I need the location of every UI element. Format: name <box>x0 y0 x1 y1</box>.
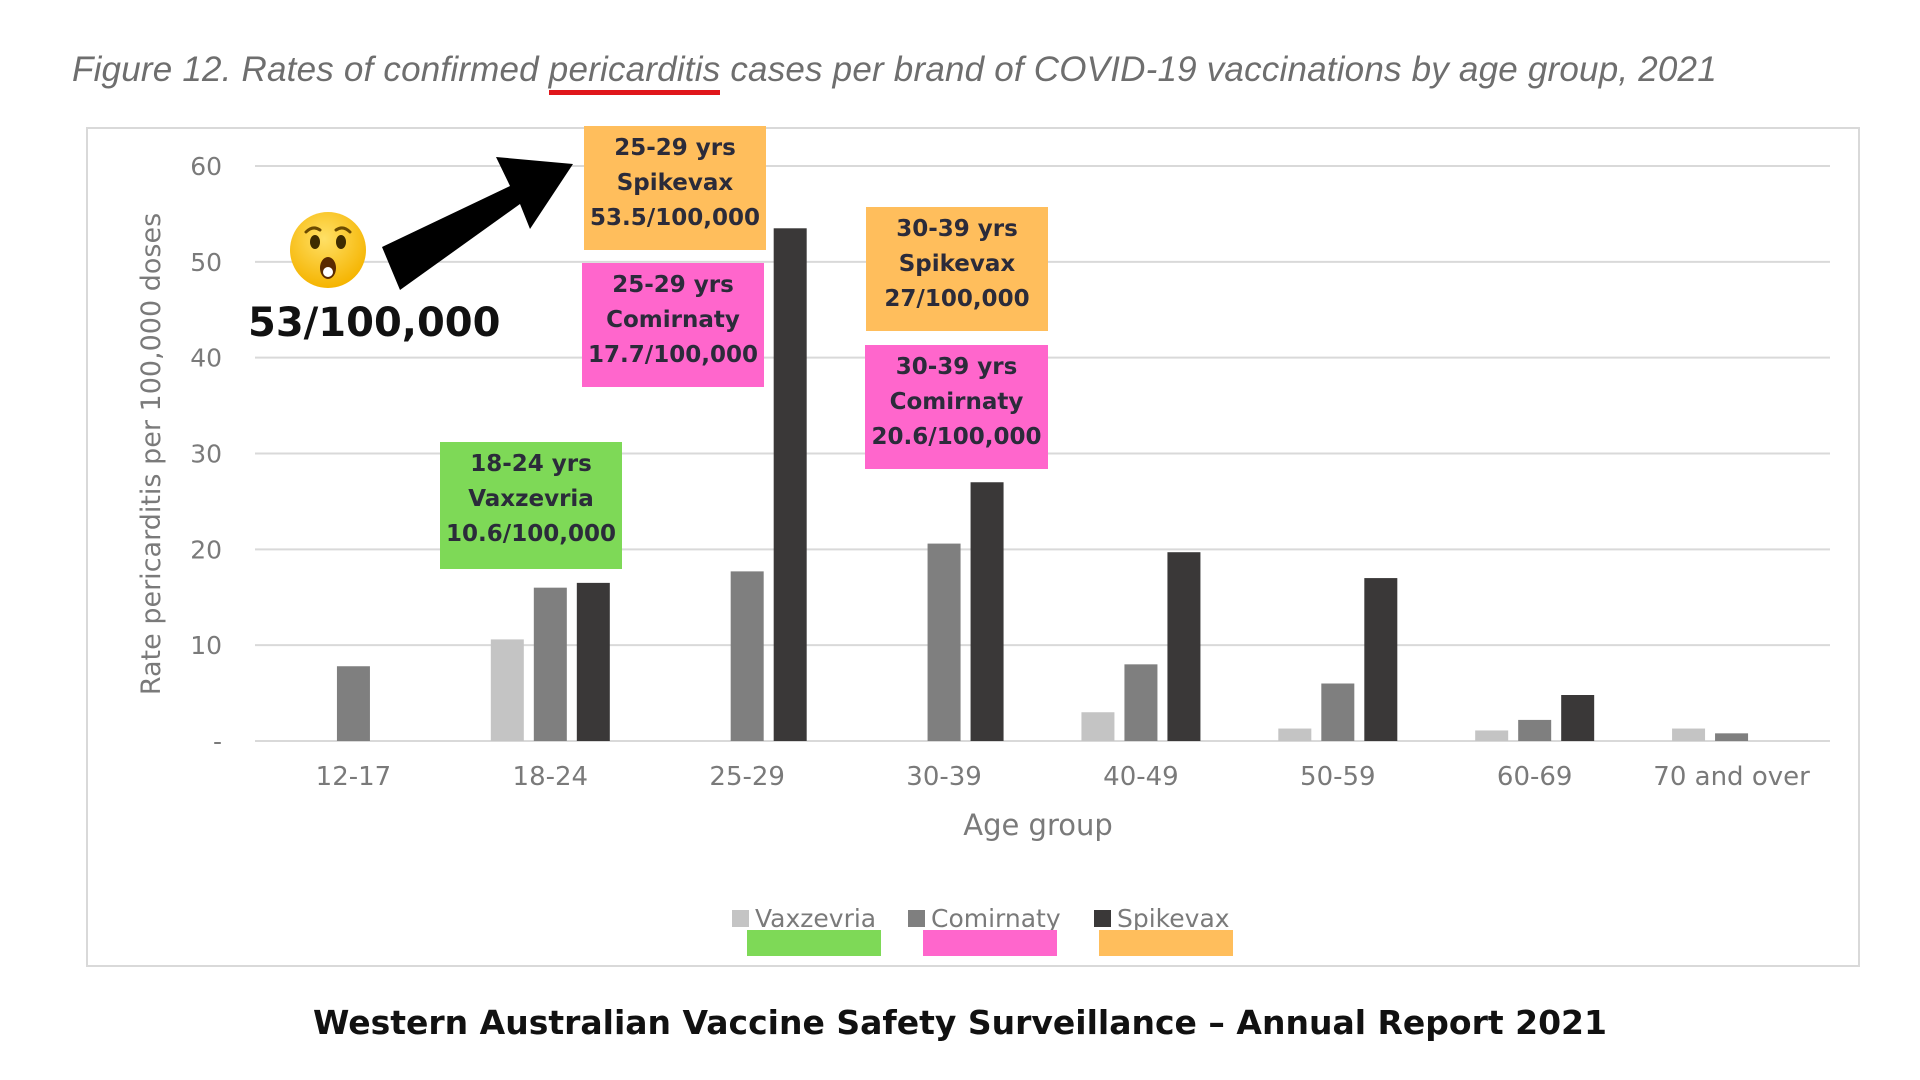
legend-highlight-comirnaty <box>923 930 1057 956</box>
bar-vaxzevria-40-49 <box>1081 712 1115 741</box>
legend: Vaxzevria Comirnaty Spikevax <box>732 904 1230 933</box>
title-highlight-word: pericarditis <box>548 51 721 95</box>
legend-entry-comirnaty: Comirnaty <box>931 904 1061 933</box>
bar-spikevax-18-24 <box>576 582 610 741</box>
annotation-brand: Comirnaty <box>889 389 1024 415</box>
y-tick-label: 20 <box>190 535 222 564</box>
black-arrow-icon <box>382 157 573 290</box>
bar-comirnaty-50-59 <box>1321 683 1355 741</box>
bars <box>336 228 1749 741</box>
annotation-brand: Spikevax <box>898 251 1016 277</box>
report-source: Western Australian Vaccine Safety Survei… <box>313 1003 1607 1042</box>
legend-swatch-spikevax <box>1094 910 1111 927</box>
annotation-vaxzevria-18-24: 18-24 yrs Vaxzevria 10.6/100,000 <box>440 442 622 569</box>
annotation-rate: 53.5/100,000 <box>590 205 760 231</box>
bar-vaxzevria-50-59 <box>1278 728 1312 741</box>
title-prefix: Figure 12. Rates of confirmed <box>72 50 549 89</box>
y-tick-label: 40 <box>190 344 222 373</box>
annotation-age: 25-29 yrs <box>612 272 734 298</box>
bar-comirnaty-70-and-over <box>1715 733 1749 741</box>
bar-comirnaty-18-24 <box>533 587 567 741</box>
bar-spikevax-30-39 <box>970 482 1004 741</box>
annotation-comirnaty-25-29: 25-29 yrs Comirnaty 17.7/100,000 <box>582 263 764 387</box>
x-tick-label: 12-17 <box>316 762 392 792</box>
bar-comirnaty-60-69 <box>1518 719 1552 741</box>
annotation-age: 18-24 yrs <box>470 451 592 477</box>
y-tick-label: 10 <box>190 631 222 660</box>
bar-spikevax-50-59 <box>1364 578 1398 741</box>
bar-spikevax-40-49 <box>1167 552 1201 741</box>
y-tick-label: - <box>213 727 222 756</box>
legend-swatch-comirnaty <box>908 910 925 927</box>
figure-title: Figure 12. Rates of confirmed pericardit… <box>72 50 1872 95</box>
x-tick-label: 18-24 <box>513 762 589 792</box>
bar-comirnaty-30-39 <box>927 543 961 741</box>
bar-vaxzevria-18-24 <box>490 639 524 741</box>
legend-swatch-vaxzevria <box>732 910 749 927</box>
annotation-age: 30-39 yrs <box>895 354 1018 380</box>
bar-comirnaty-12-17 <box>336 666 370 741</box>
bar-comirnaty-40-49 <box>1124 664 1158 741</box>
x-tick-label: 25-29 <box>709 762 785 792</box>
annotation-spikevax-30-39: 30-39 yrs Spikevax 27/100,000 <box>866 207 1048 331</box>
x-tick-label: 30-39 <box>906 762 982 792</box>
bar-vaxzevria-60-69 <box>1475 730 1509 741</box>
annotation-spikevax-25-29: 25-29 yrs Spikevax 53.5/100,000 <box>584 126 766 250</box>
x-tick-label: 60-69 <box>1497 762 1573 792</box>
y-tick-label: 60 <box>190 152 222 181</box>
chart-frame <box>86 127 1860 967</box>
bar-comirnaty-25-29 <box>730 571 764 741</box>
legend-highlight-spikevax <box>1099 930 1233 956</box>
bar-spikevax-25-29 <box>773 228 807 741</box>
annotation-brand: Comirnaty <box>606 307 740 333</box>
legend-highlight-vaxzevria <box>747 930 881 956</box>
y-tick-label: 50 <box>190 248 222 277</box>
annotation-age: 30-39 yrs <box>896 216 1018 242</box>
legend-entry-vaxzevria: Vaxzevria <box>755 904 876 933</box>
annotation-rate: 10.6/100,000 <box>446 521 616 547</box>
annotation-rate: 20.6/100,000 <box>871 424 1042 450</box>
x-axis-label: Age group <box>963 808 1113 842</box>
annotation-rate: 17.7/100,000 <box>588 342 758 368</box>
y-tick-labels: - 10 20 30 40 50 60 <box>190 152 222 756</box>
annotation-brand: Spikevax <box>616 170 734 196</box>
bar-spikevax-60-69 <box>1561 695 1595 741</box>
annotation-age: 25-29 yrs <box>614 135 736 161</box>
annotation-rate: 27/100,000 <box>884 286 1030 312</box>
x-tick-labels: 12-17 18-24 25-29 30-39 40-49 50-59 60-69 70 an… <box>316 762 1810 792</box>
title-suffix: cases per brand of COVID-19 vaccinations… <box>720 50 1717 89</box>
bar-vaxzevria-70-and-over <box>1672 728 1706 741</box>
x-tick-label: 70 and over <box>1653 762 1810 792</box>
y-axis-label: Rate pericarditis per 100,000 doses <box>136 213 167 695</box>
annotation-comirnaty-30-39: 30-39 yrs Comirnaty 20.6/100,000 <box>865 345 1048 469</box>
astonished-face-icon <box>290 212 366 288</box>
x-tick-label: 50-59 <box>1300 762 1376 792</box>
legend-entry-spikevax: Spikevax <box>1117 904 1230 933</box>
headline-rate: 53/100,000 <box>248 300 501 346</box>
y-tick-label: 30 <box>190 440 222 469</box>
x-tick-label: 40-49 <box>1103 762 1179 792</box>
annotation-brand: Vaxzevria <box>468 486 594 512</box>
